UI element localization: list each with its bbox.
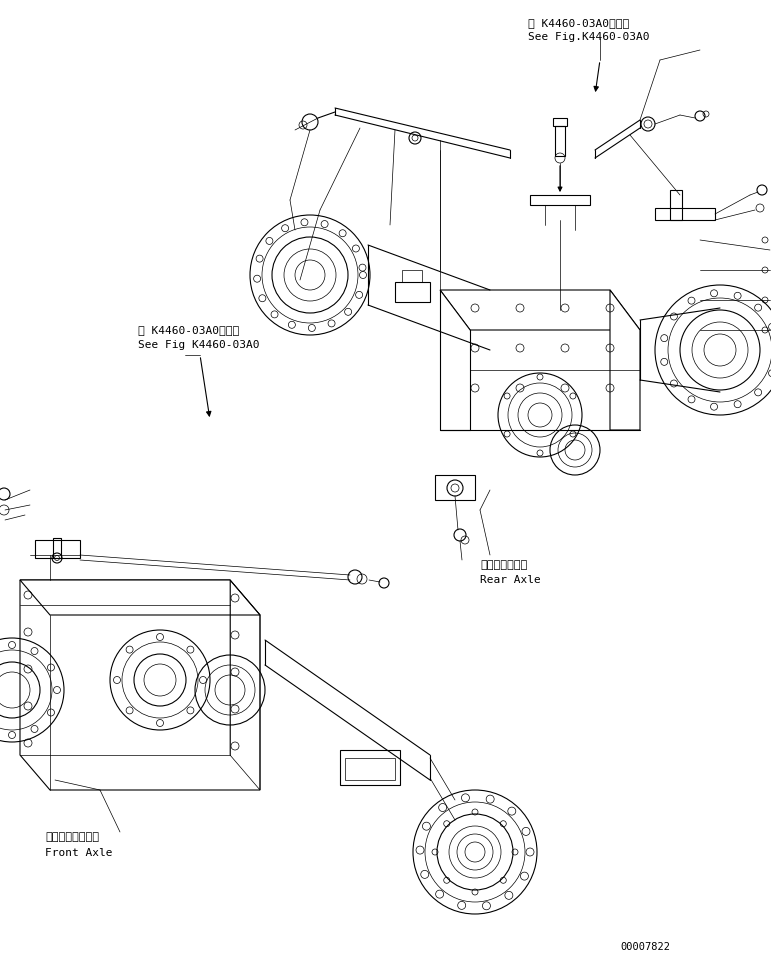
Polygon shape [610,290,640,430]
Bar [345,758,395,780]
Text: See Fig K4460-03A0: See Fig K4460-03A0 [138,340,260,350]
Text: 第 K4460-03A0図参照: 第 K4460-03A0図参照 [138,325,239,335]
Bar [655,208,715,220]
Bar [555,126,565,156]
Polygon shape [20,580,260,790]
Bar [340,750,400,785]
Polygon shape [20,580,260,615]
Text: 第 K4460-03A0図参照: 第 K4460-03A0図参照 [528,18,629,28]
Bar [53,538,61,558]
Polygon shape [440,290,640,330]
Text: フロントアクスル: フロントアクスル [45,832,99,842]
Text: 00007822: 00007822 [620,942,670,952]
Bar [395,282,430,302]
Text: Rear Axle: Rear Axle [480,575,540,585]
Bar [553,118,567,126]
Text: Front Axle: Front Axle [45,848,113,858]
Bar [670,190,682,220]
Bar [35,540,80,558]
Polygon shape [440,290,470,430]
Bar [402,270,422,282]
Text: リヤーアクスル: リヤーアクスル [480,560,527,570]
Text: See Fig.K4460-03A0: See Fig.K4460-03A0 [528,32,649,42]
Bar [435,475,475,500]
